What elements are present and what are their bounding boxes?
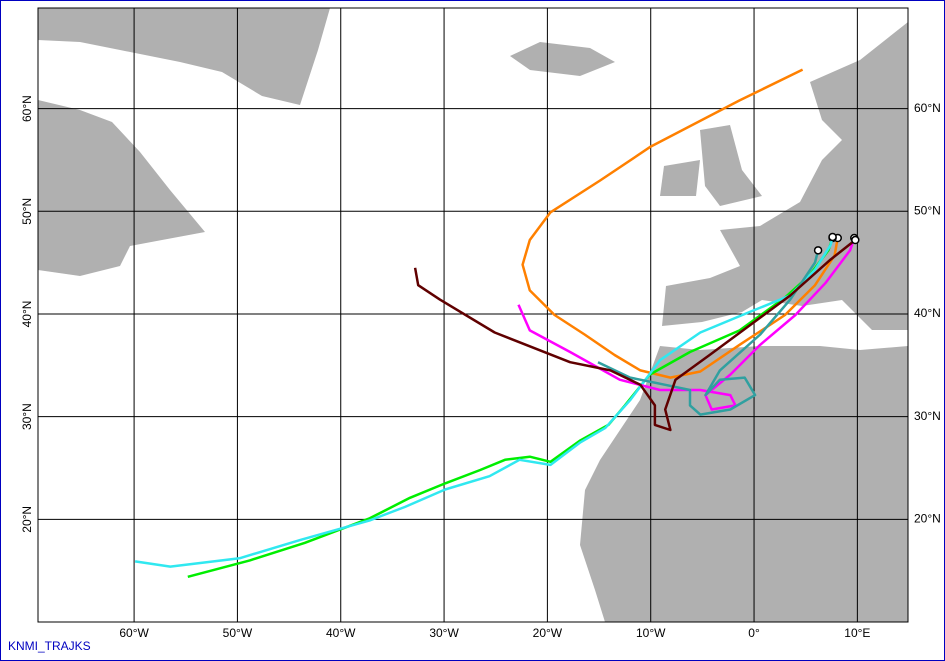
lat-label: 30°N xyxy=(20,403,34,430)
start-point xyxy=(851,235,860,245)
lat-label: 50°N xyxy=(20,198,34,225)
trajectory xyxy=(187,237,834,579)
lat-label: 60°N xyxy=(20,95,34,122)
trajectory xyxy=(597,249,820,416)
lon-label: 20°W xyxy=(533,626,563,640)
lat-label: 50°N xyxy=(914,203,941,217)
lon-label: 10°E xyxy=(844,626,870,640)
land xyxy=(38,8,908,622)
lon-label: 30°W xyxy=(429,626,459,640)
start-point xyxy=(813,246,823,255)
lat-label: 40°N xyxy=(914,306,941,320)
lat-label: 20°N xyxy=(20,506,34,533)
lat-label: 20°N xyxy=(914,511,941,525)
lon-label: 40°W xyxy=(326,626,356,640)
lon-label: 0° xyxy=(748,626,760,640)
lon-label: 10°W xyxy=(636,626,666,640)
lon-label: 50°W xyxy=(223,626,253,640)
lat-label: 60°N xyxy=(914,101,941,115)
lat-label: 30°N xyxy=(914,409,941,423)
start-point xyxy=(828,232,837,242)
lat-label: 40°N xyxy=(20,301,34,328)
trajectory xyxy=(134,236,834,568)
footer-label: KNMI_TRAJKS xyxy=(8,639,91,653)
lon-label: 60°W xyxy=(119,626,149,640)
trajectories xyxy=(134,68,860,579)
trajectory xyxy=(517,237,856,411)
map-border xyxy=(37,7,909,623)
trajectory xyxy=(521,68,839,379)
trajectory xyxy=(413,239,857,432)
